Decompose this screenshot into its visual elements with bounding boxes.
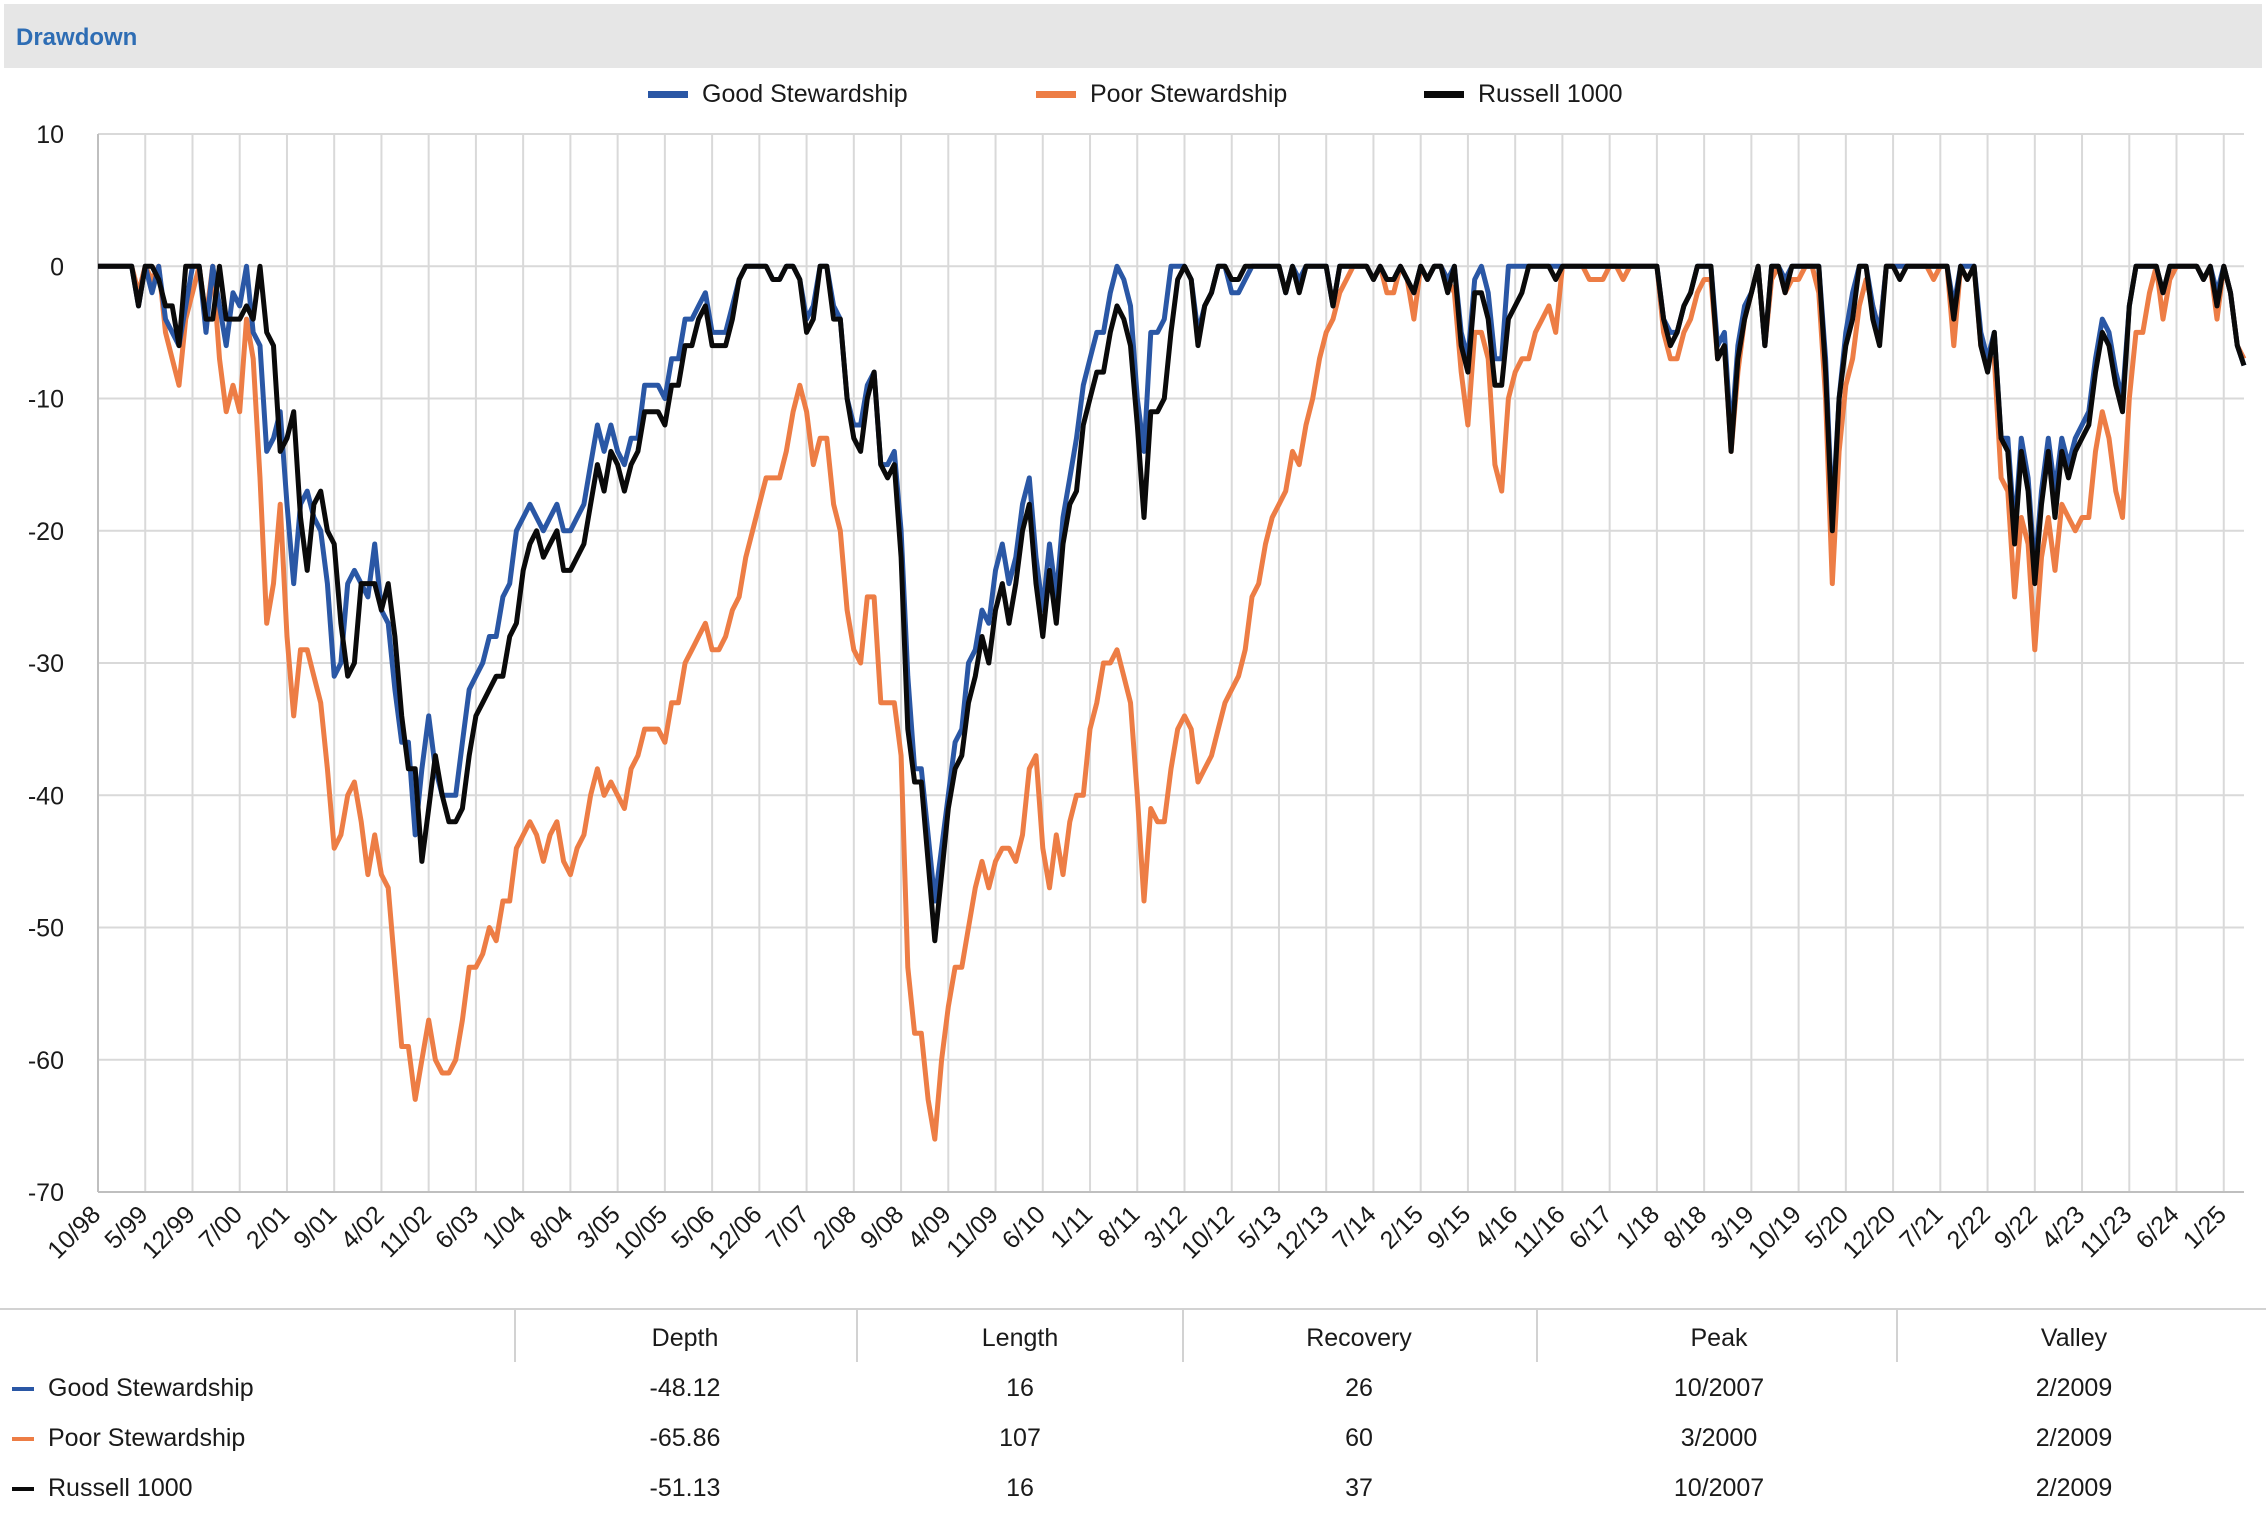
header-valley: Valley: [2040, 1324, 2108, 1352]
cell-depth: -65.86: [649, 1424, 721, 1452]
x-tick-label: 7/00: [194, 1200, 248, 1254]
x-tick-label: 11/23: [2075, 1200, 2138, 1263]
x-tick-label: 12/20: [1837, 1200, 1901, 1264]
x-tick-label: 2/01: [241, 1200, 295, 1254]
cell-peak: 10/2007: [1673, 1474, 1765, 1502]
legend-item-poor-stewardship[interactable]: Poor Stewardship: [1036, 80, 1287, 109]
x-tick-label: 11/16: [1508, 1200, 1571, 1263]
x-tick-label: 6/24: [2131, 1200, 2185, 1254]
x-tick-label: 12/06: [704, 1200, 768, 1264]
x-tick-label: 9/22: [1989, 1200, 2043, 1254]
cell-valley: 2/2009: [2035, 1424, 2113, 1452]
y-tick-label: -10: [28, 386, 64, 414]
cell-length: 16: [1006, 1374, 1034, 1402]
x-tick-label: 1/11: [1045, 1200, 1098, 1253]
row-swatch: [12, 1486, 34, 1491]
cell-peak: 10/2007: [1673, 1374, 1765, 1402]
column-divider: [1896, 1310, 1898, 1362]
cell-peak: 3/2000: [1680, 1424, 1758, 1452]
x-tick-label: 7/07: [761, 1200, 815, 1254]
table-row-good-stewardship: Good Stewardship -48.12 16 26 10/2007 2/…: [0, 1362, 2266, 1412]
y-tick-label: -40: [28, 782, 64, 810]
column-divider: [1536, 1310, 1538, 1362]
y-tick-label: -50: [28, 915, 64, 943]
legend-item-good-stewardship[interactable]: Good Stewardship: [648, 80, 908, 109]
x-tick-label: 2/22: [1942, 1200, 1996, 1254]
x-tick-label: 9/08: [855, 1200, 909, 1254]
row-name: Good Stewardship: [48, 1374, 254, 1402]
y-tick-label: -30: [28, 650, 64, 678]
x-tick-label: 8/04: [524, 1200, 578, 1254]
cell-depth: -51.13: [649, 1474, 721, 1502]
y-tick-label: 0: [50, 253, 64, 281]
stats-header-row: Depth Length Recovery Peak Valley: [0, 1310, 2266, 1362]
drawdown-line-chart: 100-10-20-30-40-50-60-7010/985/9912/997/…: [28, 121, 2247, 1264]
cell-length: 16: [1006, 1474, 1034, 1502]
y-tick-label: -70: [28, 1179, 64, 1207]
legend-label-poor: Poor Stewardship: [1090, 80, 1288, 108]
cell-depth: -48.12: [649, 1374, 721, 1402]
header-length: Length: [981, 1324, 1059, 1352]
x-tick-label: 2/15: [1375, 1200, 1429, 1254]
series-line-russell-1000: [98, 263, 2247, 944]
y-tick-label: -60: [28, 1047, 64, 1075]
x-tick-label: 1/25: [2178, 1200, 2232, 1254]
x-tick-label: 12/13: [1270, 1200, 1334, 1264]
x-tick-label: 8/18: [1658, 1200, 1712, 1254]
x-tick-label: 10/05: [609, 1200, 673, 1264]
row-label: Poor Stewardship: [12, 1424, 245, 1453]
row-label: Good Stewardship: [12, 1374, 254, 1403]
x-tick-label: 2/08: [808, 1200, 862, 1254]
legend-label-good: Good Stewardship: [702, 80, 908, 108]
column-divider: [514, 1310, 516, 1362]
legend-item-russell-1000[interactable]: Russell 1000: [1424, 80, 1623, 109]
legend-swatch-good: [648, 91, 688, 98]
cell-valley: 2/2009: [2035, 1374, 2113, 1402]
y-tick-label: 10: [36, 121, 64, 149]
x-tick-label: 8/11: [1093, 1200, 1146, 1253]
series-line-poor-stewardship: [98, 263, 2247, 1142]
x-tick-label: 7/21: [1894, 1200, 1948, 1254]
row-name: Russell 1000: [48, 1474, 193, 1502]
row-name: Poor Stewardship: [48, 1424, 246, 1452]
cell-length: 107: [999, 1424, 1041, 1452]
legend-swatch-russell: [1424, 91, 1464, 98]
legend-swatch-poor: [1036, 91, 1076, 98]
x-tick-label: 10/19: [1743, 1200, 1807, 1264]
x-tick-label: 10/98: [42, 1200, 106, 1264]
row-swatch: [12, 1386, 34, 1391]
header-recovery: Recovery: [1306, 1324, 1412, 1352]
x-tick-label: 1/04: [477, 1200, 531, 1254]
column-divider: [1182, 1310, 1184, 1362]
table-row-poor-stewardship: Poor Stewardship -65.86 107 60 3/2000 2/…: [0, 1412, 2266, 1462]
cell-recovery: 60: [1345, 1424, 1373, 1452]
x-tick-label: 6/17: [1564, 1200, 1618, 1254]
header-peak: Peak: [1690, 1324, 1748, 1352]
column-divider: [856, 1310, 858, 1362]
header-depth: Depth: [651, 1324, 719, 1352]
cell-recovery: 37: [1345, 1474, 1373, 1502]
drawdown-stats-table: Depth Length Recovery Peak Valley Good S…: [0, 1308, 2266, 1512]
chart-legend: Good Stewardship Poor Stewardship Russel…: [0, 80, 2266, 120]
x-tick-label: 11/09: [941, 1200, 1004, 1263]
legend-label-russell: Russell 1000: [1478, 80, 1623, 108]
y-tick-label: -20: [28, 518, 64, 546]
cell-recovery: 26: [1345, 1374, 1373, 1402]
x-tick-label: 6/10: [997, 1200, 1051, 1254]
x-tick-label: 11/02: [374, 1200, 437, 1263]
table-row-russell-1000: Russell 1000 -51.13 16 37 10/2007 2/2009: [0, 1462, 2266, 1512]
cell-valley: 2/2009: [2035, 1474, 2113, 1502]
x-tick-label: 7/14: [1327, 1200, 1381, 1254]
x-tick-label: 10/12: [1176, 1200, 1240, 1264]
chart-title: Drawdown: [16, 24, 138, 51]
x-tick-label: 6/03: [430, 1200, 484, 1254]
x-tick-label: 12/99: [137, 1200, 201, 1264]
title-bar: Drawdown: [4, 4, 2262, 68]
x-tick-label: 9/15: [1422, 1200, 1476, 1254]
row-swatch: [12, 1436, 34, 1441]
x-tick-label: 1/18: [1611, 1200, 1665, 1254]
row-label: Russell 1000: [12, 1474, 193, 1503]
x-tick-label: 9/01: [288, 1200, 342, 1254]
